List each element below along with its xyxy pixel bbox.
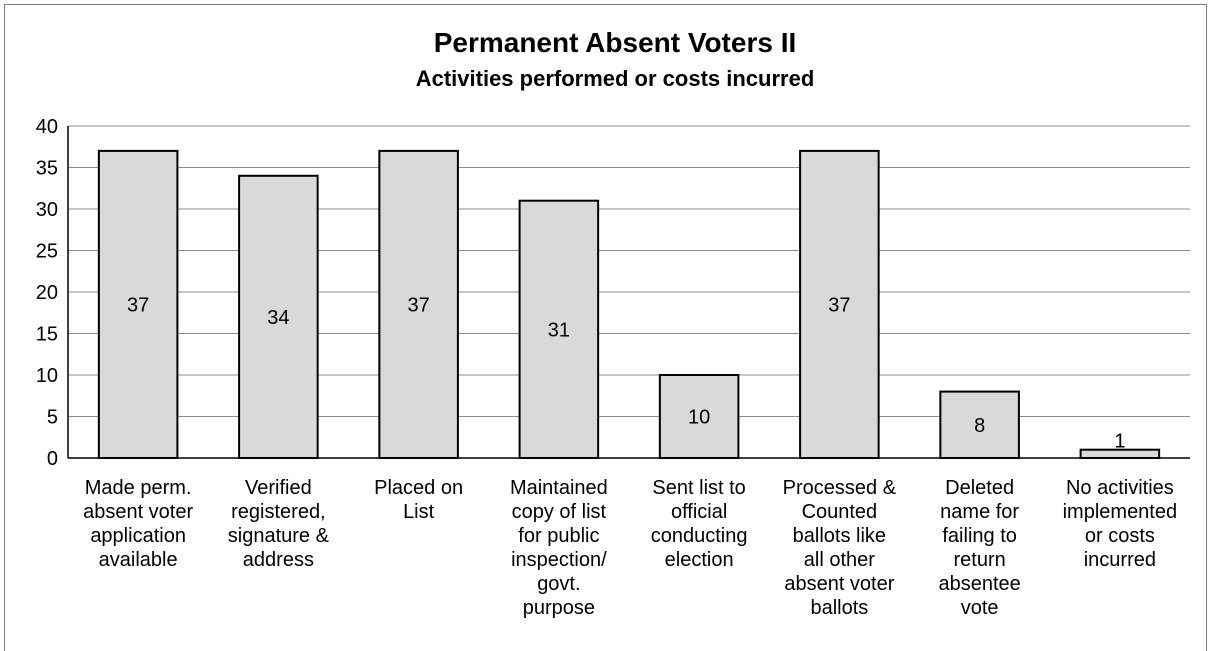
y-tick-label: 35 bbox=[36, 158, 58, 180]
x-category-label-line: ballots bbox=[810, 597, 868, 619]
x-category-label-line: Made perm. bbox=[85, 477, 192, 499]
chart-subtitle: Activities performed or costs incurred bbox=[416, 66, 815, 91]
y-tick-label: 40 bbox=[36, 116, 58, 138]
x-category-label-line: absent voter bbox=[83, 501, 193, 523]
x-category-label-line: signature & bbox=[228, 525, 330, 547]
data-label: 8 bbox=[974, 415, 985, 437]
x-category-label-line: or costs bbox=[1085, 525, 1155, 547]
bar bbox=[799, 149, 880, 459]
y-tick-label: 15 bbox=[36, 324, 58, 346]
y-tick-label: 0 bbox=[47, 448, 58, 470]
y-tick-label: 25 bbox=[36, 241, 58, 263]
y-tick-label: 20 bbox=[36, 282, 58, 304]
x-category-label-line: Counted bbox=[802, 501, 878, 523]
x-category-label-line: return bbox=[954, 549, 1006, 571]
x-category-label-line: application bbox=[90, 525, 186, 547]
x-category-label-line: List bbox=[403, 501, 435, 523]
data-label: 37 bbox=[408, 294, 430, 316]
x-category-label: No activities implemented or costs incurred bbox=[1063, 477, 1178, 571]
x-category-label-line: ballots like bbox=[793, 525, 886, 547]
x-category-label-line: available bbox=[99, 549, 178, 571]
y-tick-label: 10 bbox=[36, 365, 58, 387]
x-category-label-line: Deleted bbox=[945, 477, 1014, 499]
x-axis-categories: Made perm. absent voter application availab… bbox=[83, 477, 1177, 619]
x-category-label-line: conducting bbox=[651, 525, 748, 547]
x-category-label-line: implemented bbox=[1063, 501, 1178, 523]
chart-frame bbox=[4, 4, 1207, 651]
x-category-label-line: address bbox=[243, 549, 314, 571]
x-category-label-line: No activities bbox=[1066, 477, 1174, 499]
x-category-label-line: name for bbox=[940, 501, 1019, 523]
data-label: 34 bbox=[267, 307, 289, 329]
x-category-label: Deleted name for failing to return absentee v… bbox=[938, 477, 1020, 619]
x-category-label-line: purpose bbox=[523, 597, 595, 619]
x-category-label: Verified registered, signature & address bbox=[228, 477, 330, 571]
chart-title: Permanent Absent Voters II bbox=[434, 27, 797, 58]
x-category-label: Made perm. absent voter application availab… bbox=[83, 477, 193, 571]
x-category-label-line: registered, bbox=[231, 501, 326, 523]
x-category-label-line: inspection/ bbox=[511, 549, 607, 571]
data-label: 10 bbox=[688, 407, 710, 429]
x-category-label-line: election bbox=[665, 549, 734, 571]
x-category-label-line: all other bbox=[804, 549, 875, 571]
x-category-label-line: Placed on bbox=[374, 477, 463, 499]
y-tick-label: 5 bbox=[47, 407, 58, 429]
y-axis-ticks: 0 5 10 15 20 25 30 35 40 bbox=[36, 116, 58, 470]
data-label: 37 bbox=[828, 294, 850, 316]
x-category-label-line: absent voter bbox=[784, 573, 894, 595]
x-category-label-line: failing to bbox=[942, 525, 1017, 547]
bar bbox=[939, 390, 1020, 460]
x-category-label: Placed on List bbox=[374, 477, 463, 523]
data-label: 1 bbox=[1114, 431, 1125, 453]
data-labels: 37 34 37 31 10 37 8 1 bbox=[127, 294, 1125, 452]
x-category-label: Processed & Counted ballots like all other a… bbox=[783, 477, 897, 619]
data-label: 37 bbox=[127, 294, 149, 316]
bars bbox=[97, 149, 1161, 460]
x-category-label-line: absentee bbox=[938, 573, 1020, 595]
x-category-label-line: Verified bbox=[245, 477, 312, 499]
x-category-label-line: official bbox=[671, 501, 727, 523]
x-category-label-line: Processed & bbox=[783, 477, 897, 499]
x-category-label: Sent list to official conducting election bbox=[651, 477, 748, 571]
x-category-label-line: copy of list bbox=[512, 501, 607, 523]
x-category-label-line: incurred bbox=[1084, 549, 1156, 571]
data-label: 31 bbox=[548, 319, 570, 341]
y-tick-label: 30 bbox=[36, 199, 58, 221]
x-category-label: Maintained copy of list for public inspecti… bbox=[510, 477, 608, 619]
gridlines bbox=[68, 125, 1190, 417]
x-category-label-line: Maintained bbox=[510, 477, 608, 499]
x-category-label-line: govt. bbox=[537, 573, 580, 595]
x-category-label-line: for public bbox=[518, 525, 599, 547]
x-category-label-line: Sent list to bbox=[652, 477, 745, 499]
bar bbox=[97, 149, 179, 459]
x-category-label-line: vote bbox=[961, 597, 999, 619]
